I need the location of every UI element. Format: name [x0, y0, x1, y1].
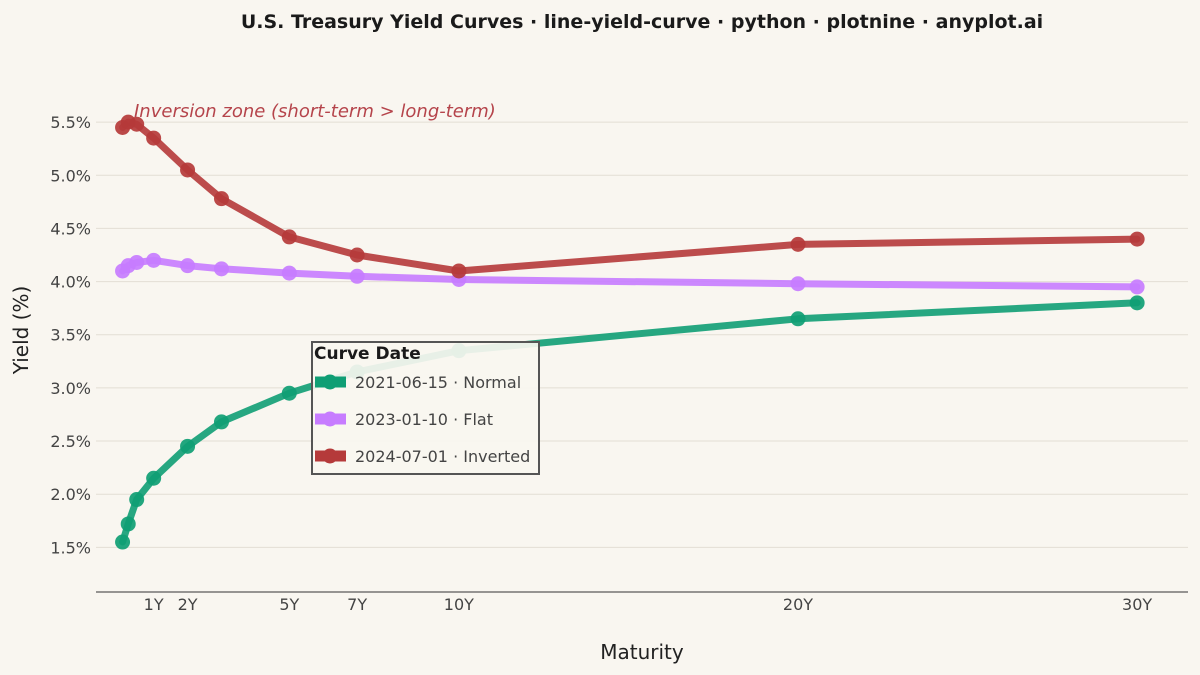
legend-items: 2021-06-15 · Normal 2023-01-10 · Flat 2024…: [315, 373, 530, 466]
data-point: [213, 191, 229, 207]
series-3: [115, 114, 1145, 279]
x-tick-label: 10Y: [444, 595, 474, 614]
x-axis-title: Maturity: [600, 640, 684, 664]
y-tick-label: 5.0%: [50, 166, 91, 185]
series-line: [119, 256, 1141, 291]
legend-marker: [322, 411, 338, 427]
data-point: [349, 268, 365, 284]
data-point: [129, 116, 145, 132]
data-point: [213, 414, 229, 430]
data-point: [790, 311, 806, 327]
data-point: [180, 438, 196, 454]
legend-item: 2021-06-15 · Normal: [315, 373, 521, 392]
data-point: [451, 263, 467, 279]
data-point: [790, 236, 806, 252]
series-group: [115, 114, 1145, 550]
data-point: [120, 516, 136, 532]
data-point: [146, 470, 162, 486]
data-point: [281, 229, 297, 245]
legend-item: 2024-07-01 · Inverted: [315, 447, 530, 466]
x-tick-labels: 1Y 2Y 5Y 7Y 10Y 20Y 30Y: [144, 595, 1153, 614]
y-tick-label: 2.0%: [50, 485, 91, 504]
data-point: [180, 162, 196, 178]
legend-label: 2021-06-15 · Normal: [355, 373, 521, 392]
data-point: [281, 265, 297, 281]
y-tick-label: 3.5%: [50, 326, 91, 345]
y-axis-title: Yield (%): [9, 286, 33, 376]
series-2: [115, 252, 1145, 295]
data-point: [115, 534, 131, 550]
x-tick-label: 1Y: [144, 595, 164, 614]
legend-box: [311, 341, 540, 475]
y-tick-label: 4.5%: [50, 219, 91, 238]
data-point: [1129, 231, 1145, 247]
series-line: [119, 118, 1141, 275]
data-point: [146, 130, 162, 146]
data-point: [790, 276, 806, 292]
series-line: [119, 299, 1141, 546]
data-point: [349, 247, 365, 263]
y-tick-label: 5.5%: [50, 113, 91, 132]
x-tick-label: 2Y: [178, 595, 198, 614]
x-tick-label: 20Y: [783, 595, 813, 614]
data-point: [129, 492, 145, 508]
y-tick-label: 2.5%: [50, 432, 91, 451]
legend-label: 2024-07-01 · Inverted: [355, 447, 530, 466]
x-tick-label: 30Y: [1122, 595, 1152, 614]
data-point: [281, 385, 297, 401]
data-point: [129, 254, 145, 270]
legend-marker: [322, 374, 338, 390]
legend-title: Curve Date: [314, 344, 421, 364]
inversion-annotation: Inversion zone (short-term > long-term): [134, 101, 496, 122]
data-point: [146, 252, 162, 268]
data-point: [1129, 279, 1145, 295]
y-tick-label: 3.0%: [50, 379, 91, 398]
data-point: [180, 258, 196, 274]
x-tick-label: 5Y: [279, 595, 299, 614]
legend: Curve Date 2021-06-15 · Normal 2023-01-10…: [311, 341, 540, 475]
y-tick-label: 4.0%: [50, 273, 91, 292]
data-point: [213, 261, 229, 277]
legend-label: 2023-01-10 · Flat: [355, 410, 493, 429]
legend-item: 2023-01-10 · Flat: [315, 410, 493, 429]
y-tick-label: 1.5%: [50, 538, 91, 557]
y-tick-labels: 1.5% 2.0% 2.5% 3.0% 3.5% 4.0% 4.5% 5.0% 5.5%: [50, 113, 91, 557]
series-1: [115, 295, 1145, 550]
chart-title: U.S. Treasury Yield Curves · line-yield-…: [241, 11, 1043, 33]
x-tick-label: 7Y: [347, 595, 367, 614]
legend-marker: [322, 448, 338, 464]
data-point: [1129, 295, 1145, 311]
